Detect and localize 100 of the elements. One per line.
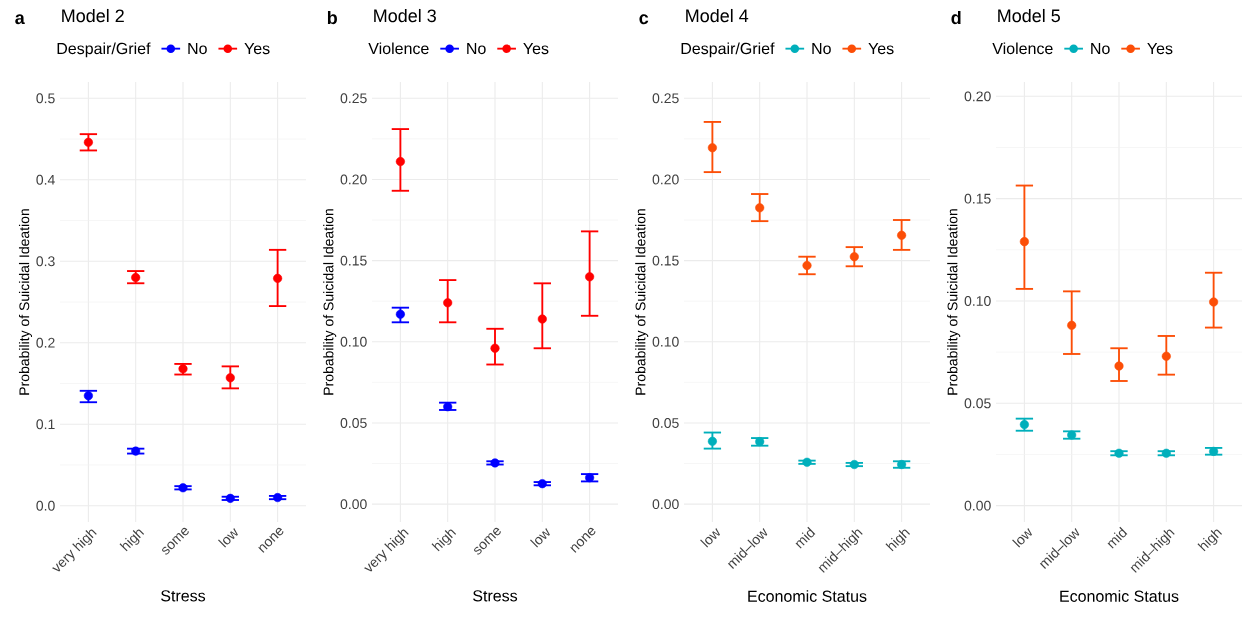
y-tick-label: 0.15 <box>340 255 367 266</box>
point <box>225 493 235 503</box>
point <box>585 473 595 483</box>
point <box>490 458 500 468</box>
y-tick-label: 0.15 <box>652 255 679 266</box>
y-tick-label: 0.3 <box>36 256 55 267</box>
point <box>131 446 141 456</box>
y-tick-label: 0.10 <box>652 336 679 347</box>
y-axis-title: Probability of Suicidal Ideation <box>323 209 337 395</box>
chart-title: Model 4 <box>686 8 749 23</box>
y-tick-label: 0.05 <box>964 398 991 409</box>
point <box>1114 448 1124 458</box>
point <box>1114 361 1124 371</box>
legend-label: No <box>1091 43 1110 55</box>
point <box>585 272 595 282</box>
x-tick-label: high <box>431 529 457 552</box>
point <box>755 203 765 213</box>
legend-title: Despair/Grief <box>681 42 775 58</box>
point <box>1067 430 1077 440</box>
x-tick-label: high <box>885 529 911 552</box>
point <box>755 437 765 447</box>
point <box>897 230 907 240</box>
legend-label: No <box>812 43 831 55</box>
x-tick-label: high <box>119 529 145 552</box>
point <box>1209 446 1219 456</box>
chart-title: Model 3 <box>374 8 436 23</box>
legend-label: Yes <box>523 43 549 55</box>
legend-title: Violence <box>992 42 1053 55</box>
text: c <box>639 14 649 25</box>
y-tick-label: 0.2 <box>36 337 55 348</box>
x-axis-title: Stress <box>161 590 206 602</box>
point <box>178 364 188 374</box>
y-tick-label: 0.10 <box>340 336 367 347</box>
point <box>83 137 93 147</box>
y-tick-label: 0.20 <box>964 91 991 102</box>
point <box>849 459 859 470</box>
point <box>225 373 235 383</box>
point <box>273 493 283 503</box>
point <box>1209 297 1219 307</box>
point <box>273 273 283 283</box>
x-tick-label: mid <box>795 526 816 549</box>
x-tick-label: high <box>1197 529 1223 552</box>
y-tick-label: 0.4 <box>36 174 55 185</box>
point <box>178 483 188 493</box>
y-tick-label: 0.0 <box>36 500 55 511</box>
legend-title: Violence <box>368 42 429 55</box>
point <box>849 252 859 262</box>
point <box>443 298 453 308</box>
y-tick-label: 0.05 <box>652 418 679 428</box>
point <box>395 157 405 167</box>
x-tick-label: low <box>530 528 550 548</box>
y-tick-label: 0.05 <box>340 418 367 428</box>
point <box>802 457 812 467</box>
point <box>537 479 547 489</box>
legend-label: Yes <box>244 43 270 55</box>
x-tick-label: very high <box>364 529 409 572</box>
legend-label: Yes <box>1147 43 1173 55</box>
point <box>1161 448 1171 458</box>
text: a <box>15 14 25 25</box>
text: d <box>951 10 961 25</box>
y-tick-label: 0.20 <box>652 174 679 185</box>
point <box>1067 320 1077 330</box>
y-tick-label: 0.25 <box>340 93 367 104</box>
y-axis-title: Probability of Suicidal Ideation <box>635 209 649 395</box>
point <box>83 391 93 401</box>
point <box>1161 351 1171 361</box>
x-tick-label: very high <box>52 529 97 572</box>
point <box>443 402 453 412</box>
x-tick-label: low <box>700 528 720 548</box>
point <box>131 273 141 283</box>
chart-title: Model 5 <box>998 8 1060 23</box>
point <box>1019 420 1029 430</box>
y-tick-label: 0.00 <box>340 499 367 510</box>
point <box>897 459 907 470</box>
legend-title: Despair/Grief <box>57 42 151 58</box>
y-tick-label: 0.1 <box>36 419 55 430</box>
point <box>802 260 812 271</box>
y-axis-title: Probability of Suicidal Ideation <box>947 209 961 395</box>
y-tick-label: 0.00 <box>652 499 679 510</box>
legend-label: Yes <box>868 43 894 55</box>
y-tick-label: 0.00 <box>964 500 991 511</box>
x-axis-title: Economic Status <box>748 590 867 602</box>
x-axis-title: Stress <box>473 590 518 602</box>
point <box>1019 237 1029 247</box>
y-tick-label: 0.5 <box>36 93 55 104</box>
y-tick-label: 0.10 <box>964 296 991 306</box>
point <box>490 343 500 353</box>
y-tick-label: 0.15 <box>964 193 991 204</box>
point <box>707 436 717 446</box>
x-axis-title: Economic Status <box>1060 590 1179 602</box>
point <box>707 143 717 153</box>
legend-label: No <box>188 43 207 55</box>
y-tick-label: 0.25 <box>652 93 679 104</box>
text: b <box>327 10 337 25</box>
point <box>537 314 547 324</box>
chart-title: Model 2 <box>62 8 124 23</box>
x-tick-label: low <box>218 528 238 548</box>
x-tick-label: mid <box>1107 526 1128 549</box>
legend-label: No <box>467 43 486 55</box>
y-tick-label: 0.20 <box>340 174 367 185</box>
